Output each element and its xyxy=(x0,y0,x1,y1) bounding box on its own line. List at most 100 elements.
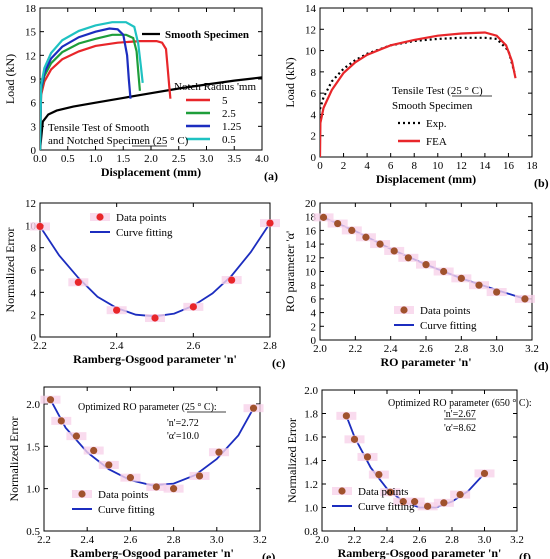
data-point xyxy=(456,490,464,499)
data-point xyxy=(390,247,398,255)
x-tick-label: 2.4 xyxy=(384,343,398,355)
x-tick-label: 18 xyxy=(527,160,539,172)
legend-label: FEA xyxy=(426,136,447,148)
legend-label: Curve fitting xyxy=(358,501,415,513)
y-axis-label: RO parameter 'α' xyxy=(283,231,297,312)
data-point xyxy=(105,461,113,469)
x-tick-label: 3.2 xyxy=(510,534,524,546)
legend-label: Data points xyxy=(98,489,148,501)
x-tick-label: 3.0 xyxy=(200,153,214,165)
data-point xyxy=(334,219,342,228)
x-tick-label: 2.8 xyxy=(445,534,459,546)
data-point xyxy=(411,498,419,506)
data-point xyxy=(228,276,236,284)
annotation: Smooth Specimen xyxy=(392,100,473,112)
data-point xyxy=(457,274,465,282)
x-tick-label: 2.8 xyxy=(263,340,277,352)
chart-panel-3: 2.0 2.2 2.4 2.6 2.8 3.0 3.202468101214161820RO… xyxy=(283,198,549,373)
y-axis-label: Load (kN) xyxy=(3,54,17,104)
legend-marker xyxy=(96,213,104,221)
data-point xyxy=(319,213,328,221)
y-tick-label: 2.0 xyxy=(26,399,40,411)
y-tick-label: 0 xyxy=(31,145,37,157)
annotation: Optimized RO parameter (25 ° C): xyxy=(78,402,217,413)
x-tick-label: 14 xyxy=(479,160,491,172)
y-tick-label: 12 xyxy=(25,198,36,210)
x-tick-label: 0.0 xyxy=(33,153,47,165)
x-tick-label: 3.2 xyxy=(525,343,539,355)
annotation: 'n'=2.72 xyxy=(167,418,199,429)
chart-panel-2: 2.22.42.62.8024681012Ramberg-Osgood para… xyxy=(3,198,285,370)
legend-label: Curve fitting xyxy=(98,504,155,516)
y-tick-label: 0.5 xyxy=(26,526,40,538)
x-axis-label: RO parameter 'n' xyxy=(380,355,471,369)
annotation: 'α'=8.62 xyxy=(444,423,476,434)
data-point xyxy=(36,222,44,231)
y-tick-label: 12 xyxy=(305,253,316,265)
y-tick-label: 2.0 xyxy=(304,385,318,397)
y-axis-label: Load (kN) xyxy=(283,57,297,107)
data-point xyxy=(215,448,223,456)
legend-label: Data points xyxy=(116,212,166,224)
data-point xyxy=(126,474,134,482)
panel-label: (f) xyxy=(519,550,531,559)
y-tick-label: 10 xyxy=(305,46,317,58)
annotation: 'α'=10.0 xyxy=(167,431,199,442)
data-point xyxy=(363,453,372,461)
y-tick-label: 6 xyxy=(31,98,37,110)
data-point xyxy=(404,254,412,262)
data-point xyxy=(113,306,121,314)
y-tick-label: 10 xyxy=(305,267,317,279)
y-tick-label: 6 xyxy=(311,294,317,306)
x-tick-label: 0 xyxy=(317,160,323,172)
legend-label: Exp. xyxy=(426,118,447,130)
x-tick-label: 2.5 xyxy=(172,153,186,165)
y-tick-label: 12 xyxy=(25,50,36,62)
data-point xyxy=(424,502,432,510)
annotation: Tensile Test (25 ° C) xyxy=(392,85,483,97)
y-tick-label: 12 xyxy=(305,24,316,36)
y-tick-label: 15 xyxy=(25,27,37,39)
y-tick-label: 2 xyxy=(311,321,317,333)
y-tick-label: 18 xyxy=(25,3,37,15)
x-tick-label: 2.6 xyxy=(124,534,138,546)
data-point xyxy=(189,303,197,311)
x-tick-label: 2.8 xyxy=(454,343,468,355)
x-tick-label: 4.0 xyxy=(255,153,269,165)
x-tick-label: 8 xyxy=(411,160,417,172)
chart-panel-5: 2.0 2.2 2.4 2.6 2.8 3.0 3.2 0.8 1.0 1.2 1.4 1.6 1.8 2… xyxy=(285,385,532,559)
x-tick-label: 2.0 xyxy=(313,343,327,355)
data-point xyxy=(74,278,82,286)
data-point xyxy=(376,240,384,248)
y-tick-label: 1.0 xyxy=(304,503,318,515)
y-tick-label: 18 xyxy=(305,212,317,224)
x-tick-label: 10 xyxy=(432,160,444,172)
annotation: Optimized RO parameter (650 ° C): xyxy=(388,398,532,409)
x-tick-label: 2.6 xyxy=(186,340,200,352)
chart-panel-0: 0.0 0.5 1.0 1.5 2.0 2.5 3.0 3.5 4.0 0 3 6 9 12 15 18 Dis… xyxy=(3,3,278,183)
x-tick-label: 2.0 xyxy=(144,153,158,165)
y-tick-label: 0.8 xyxy=(304,526,318,538)
data-point xyxy=(170,485,178,493)
plot-frame xyxy=(43,386,261,532)
data-point xyxy=(399,498,407,506)
x-tick-label: 2.6 xyxy=(419,343,433,355)
series-line xyxy=(40,39,172,150)
y-axis-label: Normalized Error xyxy=(285,418,299,503)
series-line xyxy=(320,36,516,110)
legend-label: Smooth Specimen xyxy=(165,29,249,41)
x-tick-label: 1.5 xyxy=(116,153,130,165)
data-point xyxy=(362,233,370,241)
data-point xyxy=(521,295,529,303)
data-point xyxy=(195,472,204,480)
legend-label: Data points xyxy=(420,305,470,317)
x-axis-label: Displacement (mm) xyxy=(101,165,201,179)
y-tick-label: 14 xyxy=(305,239,317,251)
data-point xyxy=(350,435,359,443)
legend-marker xyxy=(338,487,346,495)
y-tick-label: 1.2 xyxy=(304,479,318,491)
y-tick-label: 2 xyxy=(31,310,37,322)
data-point xyxy=(151,314,159,322)
